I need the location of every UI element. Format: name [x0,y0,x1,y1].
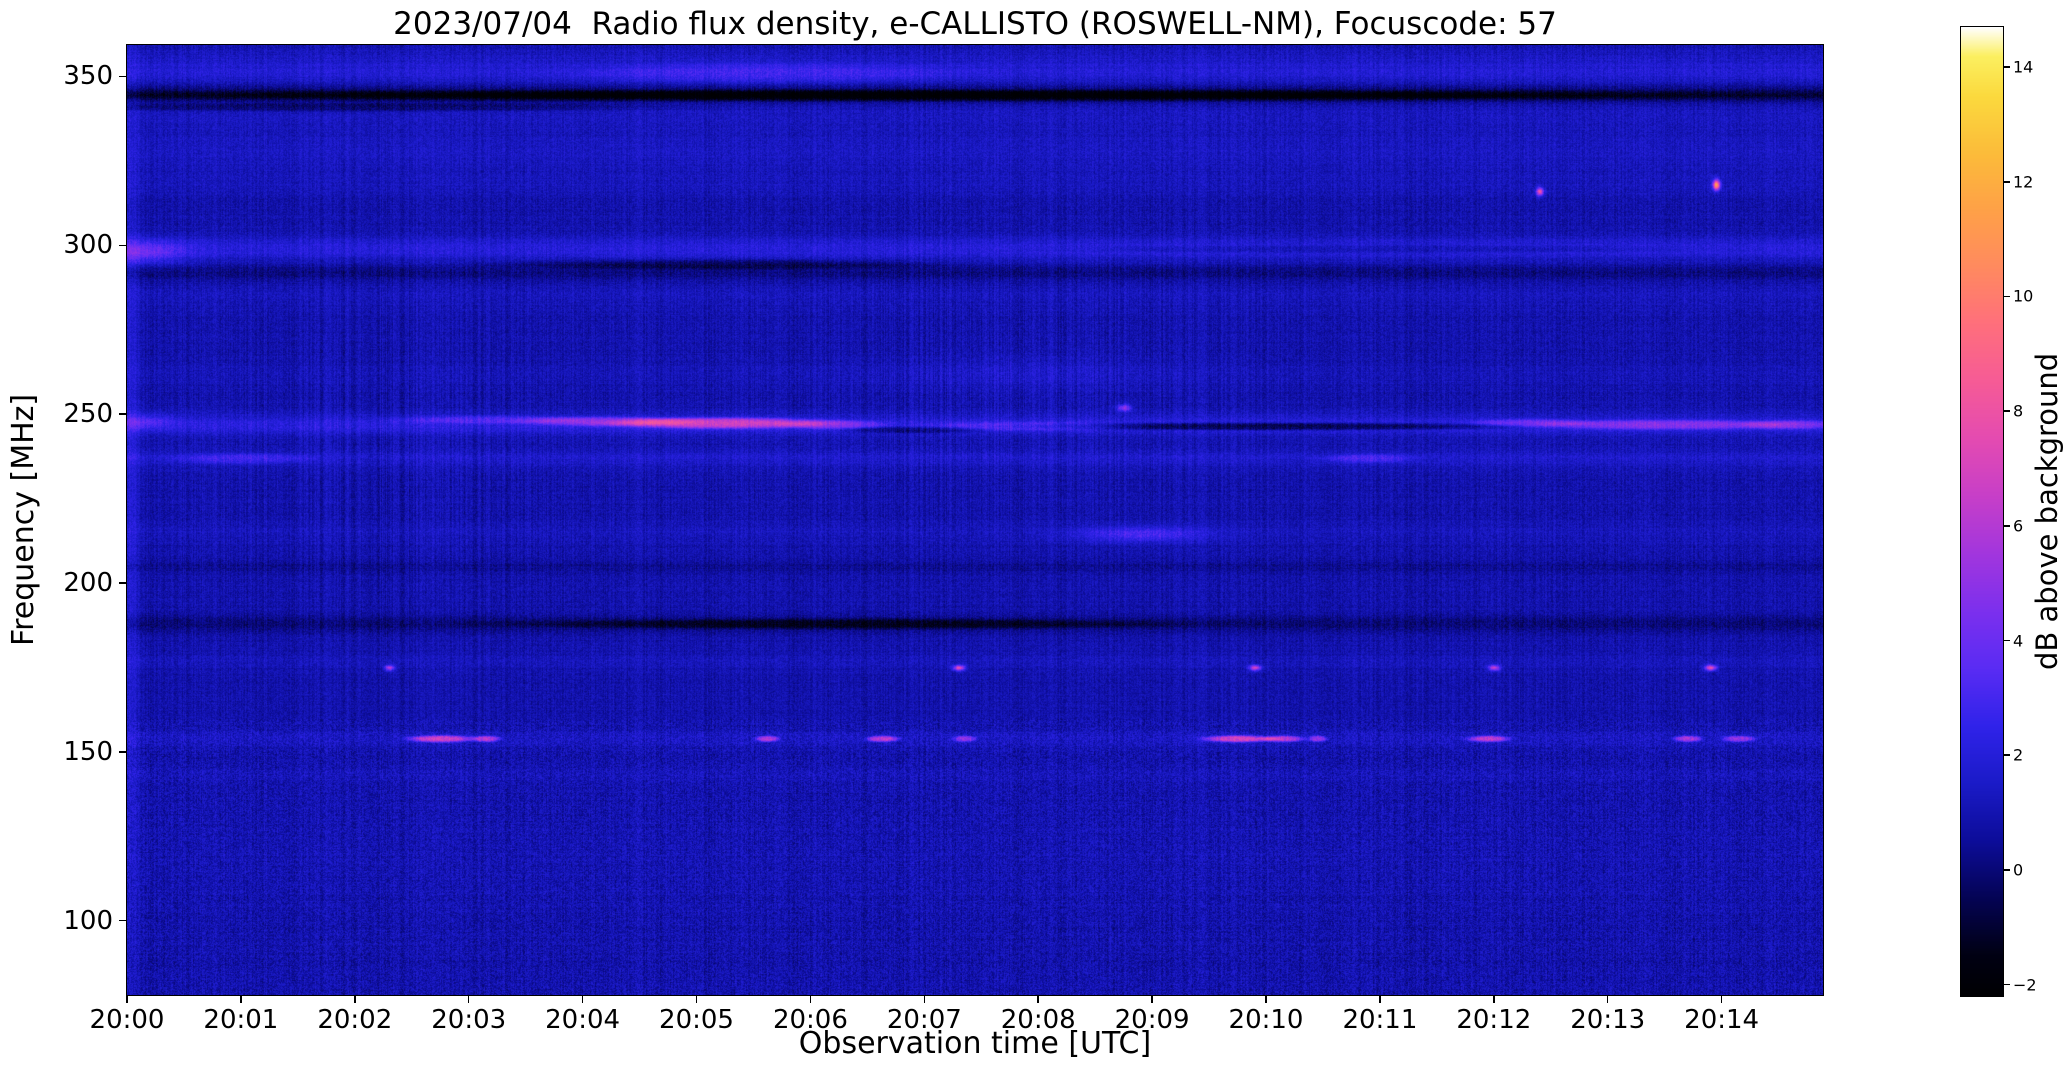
x-axis-label: Observation time [UTC] [798,1026,1152,1061]
colorbar-tick-mark [2003,66,2010,68]
x-tick-label: 20:03 [431,1005,507,1035]
x-tick-mark [581,995,584,1003]
y-tick-label: 300 [63,230,113,261]
x-tick-label: 20:14 [1684,1005,1760,1035]
colorbar-label: dB above background [2030,352,2064,671]
x-tick-label: 20:05 [659,1005,734,1035]
y-tick-mark [119,413,127,415]
colorbar-tick-mark [2003,639,2010,642]
x-tick-label: 20:02 [317,1005,393,1035]
x-tick-mark [467,995,470,1003]
y-tick-label: 150 [63,736,113,767]
x-tick-label: 20:11 [1342,1005,1418,1035]
y-tick-label: 350 [63,61,113,92]
x-tick-label: 20:10 [1228,1005,1304,1035]
x-tick-mark [1037,995,1039,1003]
y-tick-mark [119,919,127,922]
colorbar-tick-label: 10 [2013,286,2034,306]
x-tick-mark [923,995,926,1003]
x-tick-label: 20:04 [545,1005,621,1035]
colorbar-tick-mark [2003,869,2010,871]
x-tick-mark [1720,995,1723,1003]
colorbar-tick-label: 12 [2013,172,2034,192]
colorbar-tick-label: 4 [2013,631,2024,650]
x-tick-label: 20:12 [1456,1005,1532,1035]
colorbar-tick-mark [2003,983,2010,986]
x-tick-label: 20:07 [886,1005,962,1035]
x-tick-label: 20:01 [203,1005,279,1035]
y-tick-label: 100 [63,905,113,936]
x-tick-mark [809,995,812,1003]
x-tick-mark [1606,995,1609,1003]
colorbar-tick-mark [2003,181,2010,183]
colorbar-tick-mark [2003,525,2010,527]
colorbar-tick-mark [2003,410,2010,412]
colorbar-tick-label: 14 [2013,57,2034,77]
y-tick-label: 250 [63,399,113,430]
x-tick-label: 20:00 [89,1005,165,1035]
colorbar-tick-label: 6 [2013,516,2024,536]
x-tick-mark [240,995,242,1003]
x-tick-mark [695,995,698,1003]
colorbar-tick-label: −2 [2013,975,2037,995]
x-tick-mark [1265,995,1267,1003]
colorbar-tick-mark [2003,754,2010,756]
y-tick-mark [119,582,127,584]
colorbar-tick-label: 8 [2013,401,2024,421]
y-tick-label: 200 [63,567,113,598]
x-tick-mark [1493,995,1495,1003]
y-tick-mark [119,244,127,247]
x-tick-mark [126,995,128,1003]
x-tick-mark [1379,995,1381,1003]
x-tick-label: 20:13 [1570,1005,1646,1035]
colorbar-tick-mark [2003,295,2010,298]
colorbar-gradient [1961,27,2003,996]
colorbar-tick-label: 0 [2013,860,2024,880]
y-axis-label: Frequency [MHz] [6,393,41,647]
x-tick-mark [1151,995,1153,1003]
spectrogram-heatmap [127,45,1823,995]
y-tick-mark [119,75,127,78]
x-tick-label: 20:08 [1000,1005,1076,1035]
x-tick-mark [354,995,356,1003]
colorbar-tick-label: 2 [2013,745,2024,765]
x-tick-label: 20:06 [772,1005,848,1035]
x-tick-label: 20:09 [1114,1005,1190,1035]
chart-title: 2023/07/04 Radio flux density, e-CALLIST… [393,6,1557,42]
y-tick-mark [119,751,127,753]
